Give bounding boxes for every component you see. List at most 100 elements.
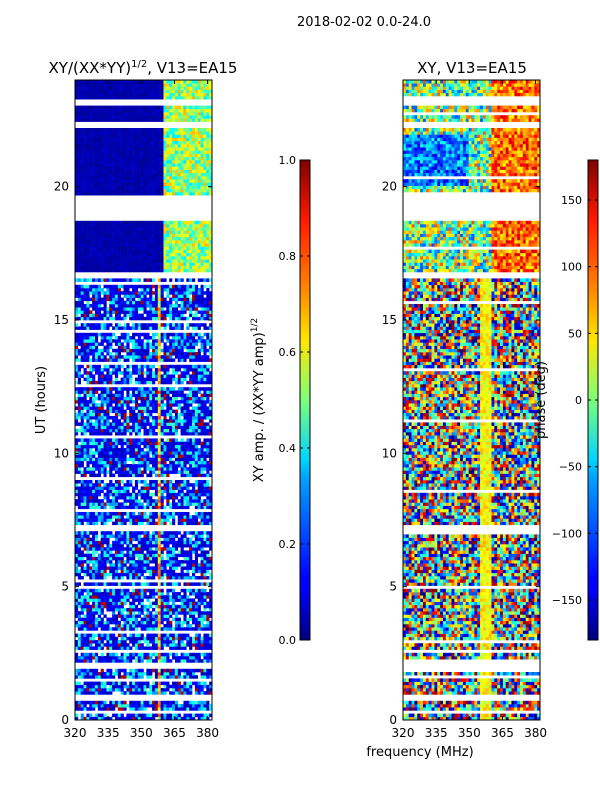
heat-cell [175,294,178,298]
heat-cell [169,486,172,490]
heat-cell [135,598,138,602]
heat-cell [203,387,206,391]
heat-cell [101,374,104,378]
heat-cell [146,541,149,545]
heat-cell [115,326,118,330]
heat-cell [161,419,164,423]
heat-cell [144,701,147,705]
heat-cell [172,314,175,318]
heat-cell [121,624,124,628]
heat-cell [112,672,115,676]
heat-cell [104,566,107,570]
heat-cell [186,474,189,478]
heat-cell [92,512,95,516]
heat-cell [181,499,184,503]
heat-cell [84,704,87,708]
heat-cell [84,582,87,586]
heat-cell [121,627,124,631]
heat-cell [166,432,169,436]
heat-cell [186,346,189,350]
heat-cell [115,621,118,625]
heat-cell [124,656,127,660]
heat-cell [118,397,121,401]
heat-cell [121,659,124,663]
heat-cell [121,602,124,606]
heat-cell [78,682,81,686]
heat-cell [201,595,204,599]
heat-cell [89,627,92,631]
heat-cell [141,442,144,446]
heat-cell [172,483,175,487]
heat-cell [161,317,164,321]
heat-cell [169,406,172,410]
heat-cell [89,438,92,442]
heat-cell [146,352,149,356]
heat-cell [86,285,89,289]
heat-cell [115,522,118,526]
heat-cell [149,314,152,318]
heat-cell [203,365,206,369]
heat-cell [98,378,101,382]
heat-cell [189,403,192,407]
heat-cell [192,490,195,494]
heat-cell [158,458,161,462]
heat-cell [203,576,206,580]
heat-cell [104,442,107,446]
heat-cell [101,336,104,340]
heat-cell [124,442,127,446]
heat-cell [126,595,129,599]
heat-cell [84,368,87,372]
heat-cell [121,640,124,644]
heat-cell [189,483,192,487]
heat-cell [203,486,206,490]
heat-cell [198,704,201,708]
heat-cell [201,547,204,551]
heat-cell [115,624,118,628]
heat-cell [195,394,198,398]
heat-cell [109,627,112,631]
heat-cell [155,448,158,452]
heat-cell [98,582,101,586]
heat-cell [95,288,98,292]
heat-cell [172,426,175,430]
heat-cell [124,672,127,676]
heat-cell [135,448,138,452]
heat-cell [175,355,178,359]
heat-cell [115,637,118,641]
heat-cell [146,506,149,510]
heat-cell [181,637,184,641]
heat-cell [144,688,147,692]
heat-cell [161,550,164,554]
heat-cell [155,624,158,628]
heat-cell [186,342,189,346]
heat-cell [195,624,198,628]
heat-cell [203,467,206,471]
heat-cell [152,560,155,564]
heat-cell [86,646,89,650]
heat-cell [146,502,149,506]
heat-cell [98,592,101,596]
heat-cell [89,598,92,602]
heat-cell [135,358,138,362]
heat-cell [132,554,135,558]
heat-cell [166,333,169,337]
heat-cell [141,285,144,289]
heat-cell [141,653,144,657]
heat-cell [118,288,121,292]
heat-cell [189,557,192,561]
heat-cell [98,381,101,385]
heat-cell [95,618,98,622]
heat-cell [146,445,149,449]
heat-cell [92,394,95,398]
heat-cell [201,518,204,522]
heat-cell [132,291,135,295]
heat-cell [161,474,164,478]
heat-cell [178,451,181,455]
heat-cell [109,640,112,644]
heat-cell [109,515,112,519]
heat-cell [95,518,98,522]
heat-cell [95,598,98,602]
heat-cell [178,522,181,526]
heat-cell [169,691,172,695]
heat-cell [161,605,164,609]
